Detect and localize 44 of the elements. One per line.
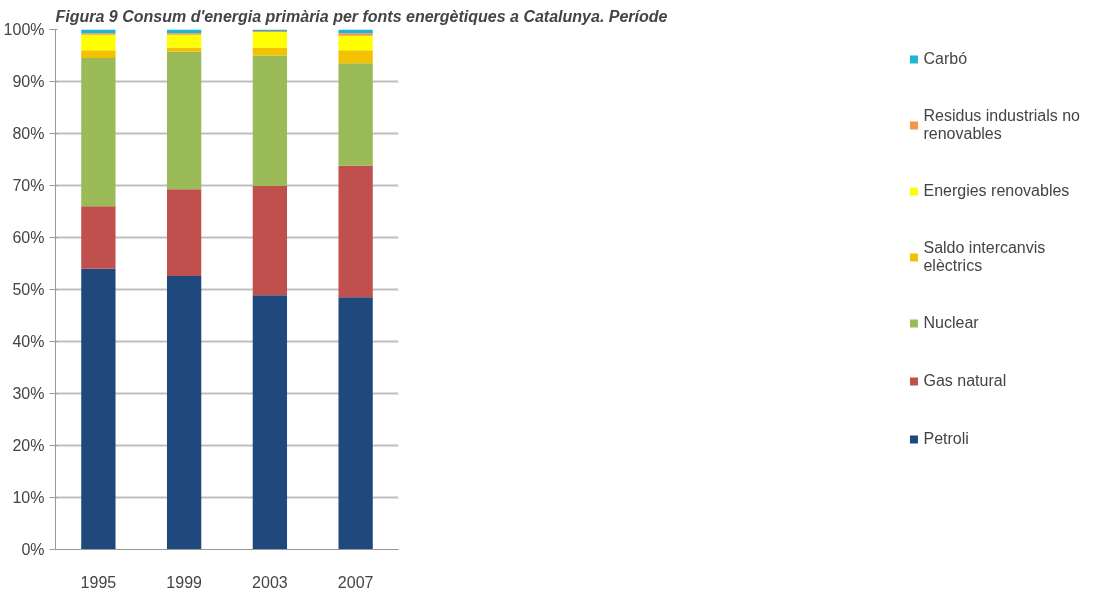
y-tick-label: 100% bbox=[3, 21, 45, 38]
bar bbox=[252, 186, 288, 296]
legend-label: Petroli bbox=[923, 429, 969, 449]
bar bbox=[81, 268, 116, 550]
chart-title: Figura 9 Consum d'energia primària per fonts energètiques a Catalunya. Període bbox=[55, 7, 668, 25]
y-tick-label: 20% bbox=[12, 437, 45, 454]
bar bbox=[166, 47, 202, 52]
bar bbox=[81, 50, 116, 59]
y-tick-label: 50% bbox=[12, 281, 45, 298]
legend-label: Energies renovables bbox=[923, 181, 1070, 201]
bar bbox=[252, 32, 288, 48]
legend-label: Gas natural bbox=[923, 371, 1007, 391]
bar bbox=[338, 297, 373, 550]
y-tick-label: 0% bbox=[21, 541, 45, 558]
x-tick-label: 1995 bbox=[80, 573, 117, 591]
y-tick-label: 70% bbox=[12, 177, 45, 194]
bar bbox=[338, 35, 373, 51]
bar bbox=[338, 165, 373, 298]
bar bbox=[166, 34, 202, 48]
legend-label: Carbó bbox=[923, 49, 968, 69]
y-tick-label: 80% bbox=[12, 125, 45, 142]
bar bbox=[81, 58, 116, 207]
y-tick-label: 90% bbox=[12, 73, 45, 90]
legend-label: Nuclear bbox=[923, 313, 979, 333]
x-tick-label: 2003 bbox=[252, 573, 288, 591]
x-tick-label: 2007 bbox=[337, 573, 374, 591]
bar bbox=[166, 51, 202, 190]
legend-label: Saldo intercanvis elèctrics bbox=[923, 239, 1046, 275]
bar bbox=[252, 295, 288, 550]
bar bbox=[81, 206, 116, 269]
bar bbox=[338, 33, 373, 36]
x-tick-label: 1999 bbox=[166, 573, 203, 591]
legend-label: Residus industrials no renovables bbox=[923, 107, 1080, 143]
y-tick-label: 30% bbox=[12, 385, 45, 402]
bar bbox=[338, 50, 373, 64]
bar bbox=[166, 275, 202, 550]
bar bbox=[166, 189, 202, 276]
bar bbox=[338, 63, 373, 166]
bar bbox=[252, 55, 288, 187]
y-tick-label: 60% bbox=[12, 229, 45, 246]
y-tick-label: 10% bbox=[12, 489, 45, 506]
bar bbox=[81, 34, 116, 51]
y-tick-label: 40% bbox=[12, 333, 45, 350]
bar bbox=[252, 47, 288, 56]
